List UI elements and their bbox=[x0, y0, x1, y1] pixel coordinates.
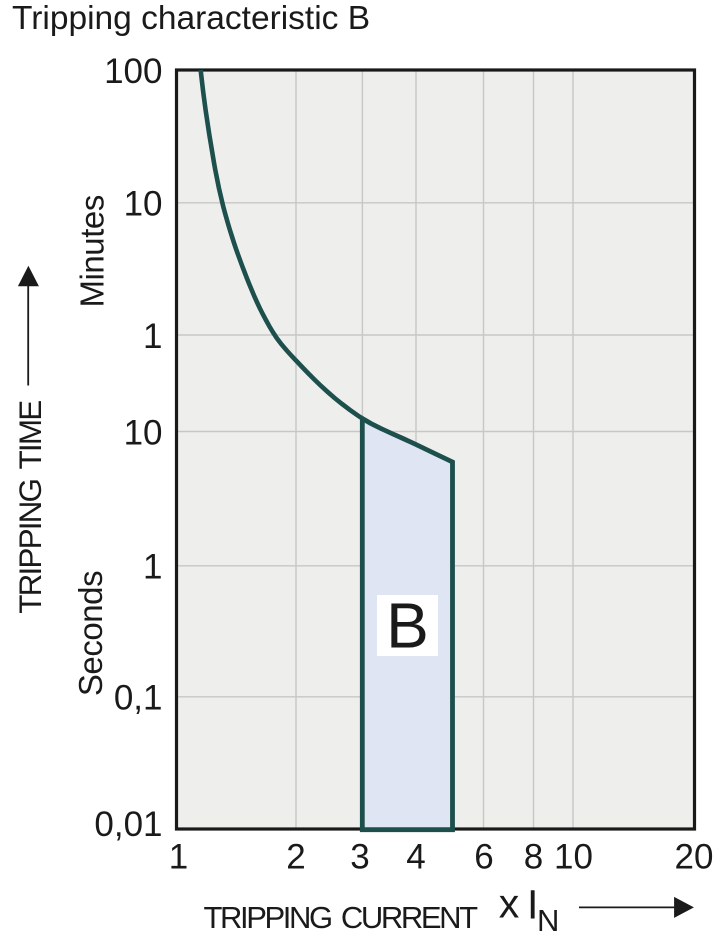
svg-text:B: B bbox=[386, 590, 429, 662]
svg-text:Minutes: Minutes bbox=[74, 195, 111, 307]
svg-text:I: I bbox=[527, 882, 538, 928]
svg-text:3: 3 bbox=[350, 837, 369, 876]
svg-text:1: 1 bbox=[143, 548, 162, 587]
svg-text:Seconds: Seconds bbox=[72, 571, 109, 696]
svg-text:0,1: 0,1 bbox=[114, 679, 163, 718]
svg-text:100: 100 bbox=[104, 52, 162, 91]
svg-text:TRIPPING CURRENT: TRIPPING CURRENT bbox=[204, 900, 479, 935]
svg-text:10: 10 bbox=[554, 837, 593, 876]
svg-text:TRIPPING TIME: TRIPPING TIME bbox=[12, 401, 48, 614]
svg-text:4: 4 bbox=[406, 837, 425, 876]
svg-text:10: 10 bbox=[124, 185, 163, 224]
svg-text:x: x bbox=[499, 881, 520, 927]
svg-text:6: 6 bbox=[474, 837, 493, 876]
svg-text:10: 10 bbox=[124, 413, 163, 452]
svg-text:0,01: 0,01 bbox=[94, 805, 162, 844]
svg-text:N: N bbox=[537, 903, 559, 938]
svg-text:20: 20 bbox=[675, 837, 714, 876]
svg-text:1: 1 bbox=[169, 837, 188, 876]
svg-text:8: 8 bbox=[524, 837, 543, 876]
svg-text:Tripping characteristic B: Tripping characteristic B bbox=[12, 0, 370, 37]
svg-text:1: 1 bbox=[143, 317, 162, 356]
svg-text:2: 2 bbox=[286, 837, 305, 876]
